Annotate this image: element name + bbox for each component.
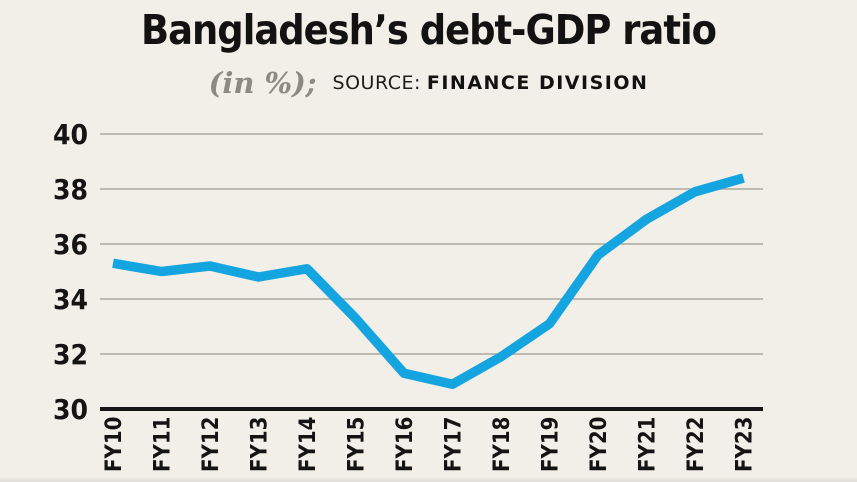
chart-title: Bangladesh’s debt-GDP ratio <box>141 6 717 54</box>
bottom-edge <box>0 477 857 482</box>
x-tick-label: FY13 <box>248 417 273 472</box>
y-tick-label: 34 <box>53 283 88 316</box>
y-tick-label: 38 <box>53 173 88 206</box>
y-tick-label: 32 <box>53 338 88 371</box>
x-tick-label: FY18 <box>490 417 515 472</box>
y-tick-label: 30 <box>53 393 88 426</box>
y-tick-label: 40 <box>53 118 88 151</box>
x-tick-label: FY21 <box>636 417 661 472</box>
x-tick-label: FY20 <box>587 417 612 472</box>
source-value: FINANCE DIVISION <box>426 72 649 94</box>
unit-note: (in %); <box>208 66 317 100</box>
chart-subtitle: (in %); SOURCE: FINANCE DIVISION <box>0 66 857 100</box>
x-tick-label: FY12 <box>199 417 224 472</box>
x-tick-label: FY16 <box>393 417 418 472</box>
x-tick-label: FY11 <box>151 417 176 472</box>
x-tick-label: FY15 <box>345 417 370 472</box>
x-tick-label: FY14 <box>296 417 321 472</box>
x-tick-label: FY10 <box>102 417 127 472</box>
y-tick-label: 36 <box>53 228 88 261</box>
debt-gdp-data-line <box>112 173 745 389</box>
x-tick-label: FY22 <box>684 417 709 472</box>
source-label: SOURCE: <box>332 72 421 94</box>
x-tick-label: FY19 <box>539 417 564 472</box>
x-tick-label: FY23 <box>733 417 758 472</box>
x-tick-label: FY17 <box>442 417 467 472</box>
